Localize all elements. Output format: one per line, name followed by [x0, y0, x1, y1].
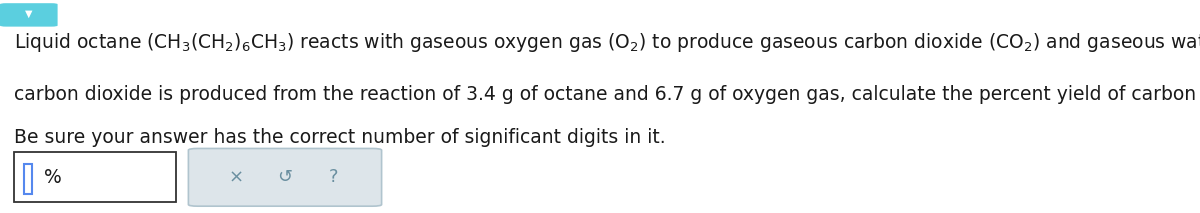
Text: carbon dioxide is produced from the reaction of 3.4 g of octane and 6.7 g of oxy: carbon dioxide is produced from the reac… [14, 85, 1200, 104]
Text: Liquid octane $\left(\mathrm{CH_3(CH_2)_6CH_3}\right)$ reacts with gaseous oxyge: Liquid octane $\left(\mathrm{CH_3(CH_2)_… [14, 31, 1200, 54]
Text: ×: × [229, 168, 244, 186]
Text: ↺: ↺ [277, 168, 293, 186]
FancyBboxPatch shape [188, 148, 382, 206]
Text: ?: ? [329, 168, 338, 186]
Text: ▼: ▼ [25, 9, 32, 19]
FancyBboxPatch shape [14, 152, 176, 202]
Text: Be sure your answer has the correct number of significant digits in it.: Be sure your answer has the correct numb… [14, 128, 666, 147]
Text: %: % [44, 168, 62, 187]
FancyBboxPatch shape [0, 3, 58, 27]
